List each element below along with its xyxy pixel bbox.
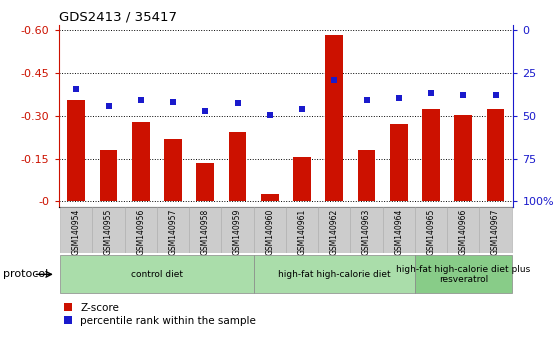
Bar	[479, 207, 512, 253]
Bar	[132, 122, 150, 201]
Bar	[455, 114, 472, 201]
Point	[362, 97, 371, 103]
Bar	[189, 207, 222, 253]
Text: high-fat high-calorie diet plus
resveratrol: high-fat high-calorie diet plus resverat…	[396, 265, 531, 284]
Point	[395, 96, 403, 101]
Text: high-fat high-calorie diet: high-fat high-calorie diet	[278, 270, 391, 279]
Text: GSM140963: GSM140963	[362, 209, 371, 255]
Bar	[415, 255, 512, 293]
Text: protocol: protocol	[3, 269, 48, 279]
Bar	[254, 255, 415, 293]
Text: GSM140961: GSM140961	[297, 209, 306, 255]
Point	[427, 90, 436, 96]
Point	[330, 78, 339, 83]
Point	[104, 103, 113, 109]
Bar	[164, 139, 182, 201]
Text: GSM140967: GSM140967	[491, 209, 500, 255]
Bar	[422, 109, 440, 201]
Bar	[68, 100, 85, 201]
Bar	[157, 207, 189, 253]
Text: GSM140965: GSM140965	[427, 209, 436, 255]
Bar	[383, 207, 415, 253]
Point	[233, 100, 242, 106]
Text: GSM140954: GSM140954	[72, 209, 81, 255]
Point	[169, 99, 177, 104]
Bar	[350, 207, 383, 253]
Bar	[196, 163, 214, 201]
Text: GSM140964: GSM140964	[395, 209, 403, 255]
Bar	[390, 125, 408, 201]
Bar	[318, 207, 350, 253]
Point	[459, 92, 468, 97]
Bar	[100, 150, 117, 201]
Text: GSM140960: GSM140960	[266, 209, 275, 255]
Bar	[60, 207, 93, 253]
Text: control diet: control diet	[131, 270, 183, 279]
Bar	[286, 207, 318, 253]
Text: GSM140962: GSM140962	[330, 209, 339, 255]
Bar	[415, 207, 448, 253]
Bar	[294, 157, 311, 201]
Bar	[261, 194, 278, 201]
Bar	[325, 35, 343, 201]
Point	[72, 86, 81, 92]
Text: GSM140966: GSM140966	[459, 209, 468, 255]
Bar	[487, 109, 504, 201]
Bar	[60, 255, 254, 293]
Text: GSM140956: GSM140956	[136, 209, 145, 255]
Legend: Z-score, percentile rank within the sample: Z-score, percentile rank within the samp…	[64, 303, 256, 326]
Point	[297, 106, 306, 112]
Text: GSM140958: GSM140958	[201, 209, 210, 255]
Bar	[93, 207, 124, 253]
Point	[491, 93, 500, 98]
Point	[201, 108, 210, 114]
Bar	[448, 207, 479, 253]
Point	[266, 112, 275, 117]
Text: GSM140959: GSM140959	[233, 209, 242, 255]
Text: GSM140957: GSM140957	[169, 209, 177, 255]
Text: GSM140955: GSM140955	[104, 209, 113, 255]
Bar	[229, 132, 247, 201]
Text: GDS2413 / 35417: GDS2413 / 35417	[59, 11, 176, 24]
Point	[136, 97, 145, 103]
Bar	[254, 207, 286, 253]
Bar	[222, 207, 254, 253]
Bar	[124, 207, 157, 253]
Bar	[358, 150, 376, 201]
